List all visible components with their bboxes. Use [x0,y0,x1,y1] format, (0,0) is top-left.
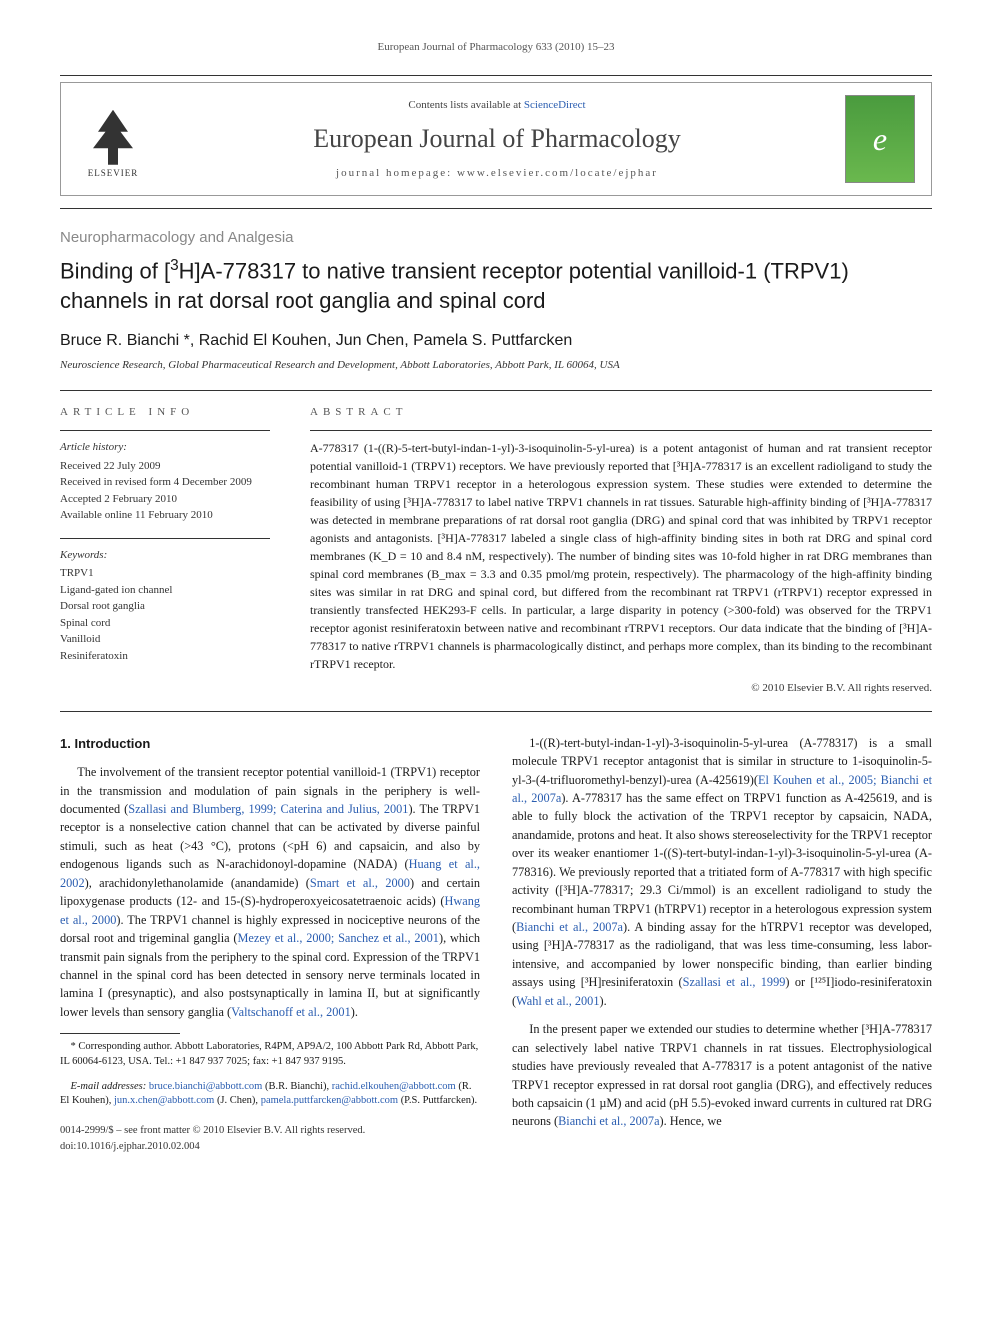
footnote-separator [60,1033,180,1034]
elsevier-logo: ELSEVIER [77,99,149,179]
title-superscript: 3 [170,257,179,274]
keyword-item: Vanilloid [60,631,270,648]
footnote-corr-author: * Corresponding author. Abbott Laborator… [60,1040,480,1069]
article-section-label: Neuropharmacology and Analgesia [60,227,932,248]
history-item: Available online 11 February 2010 [60,507,270,524]
divider-rule [60,390,932,391]
cite-link[interactable]: Bianchi et al., 2007a [558,1114,659,1128]
journal-cover-thumb: e [845,95,915,183]
sciencedirect-link[interactable]: ScienceDirect [524,99,586,111]
keywords-block: Keywords: TRPV1 Ligand-gated ion channel… [60,547,270,665]
journal-homepage: journal homepage: www.elsevier.com/locat… [161,166,833,181]
cite-link[interactable]: Szallasi and Blumberg, 1999; Caterina an… [128,802,408,816]
email-link[interactable]: pamela.puttfarcken@abbott.com [261,1095,398,1106]
intro-para-1: The involvement of the transient recepto… [60,763,480,1021]
cite-link[interactable]: Bianchi et al., 2007a [516,920,623,934]
intro-para-3: In the present paper we extended our stu… [512,1020,932,1131]
footnote-emails: E-mail addresses: bruce.bianchi@abbott.c… [60,1080,480,1109]
keyword-item: Resiniferatoxin [60,648,270,665]
keyword-item: TRPV1 [60,565,270,582]
running-head: European Journal of Pharmacology 633 (20… [60,40,932,55]
abstract-heading: ABSTRACT [310,405,932,420]
title-part-2: H]A-778317 to native transient receptor … [60,259,849,314]
intro-heading: 1. Introduction [60,734,480,754]
keyword-item: Spinal cord [60,615,270,632]
contents-available-line: Contents lists available at ScienceDirec… [161,98,833,113]
article-info-column: ARTICLE INFO Article history: Received 2… [60,405,270,697]
email-link[interactable]: rachid.elkouhen@abbott.com [332,1081,456,1092]
body-two-column: 1. Introduction The involvement of the t… [60,734,932,1155]
cite-link[interactable]: Wahl et al., 2001 [516,994,599,1008]
publisher-name: ELSEVIER [88,167,139,180]
history-item: Accepted 2 February 2010 [60,491,270,508]
doi-line: doi:10.1016/j.ejphar.2010.02.004 [60,1139,480,1155]
article-info-heading: ARTICLE INFO [60,405,270,420]
article-title: Binding of [3H]A-778317 to native transi… [60,256,932,316]
cover-letter-icon: e [873,117,887,162]
keywords-label: Keywords: [60,547,270,564]
history-item: Received in revised form 4 December 2009 [60,474,270,491]
header-rule [60,75,932,76]
header-rule-2 [60,208,932,209]
cite-link[interactable]: Mezey et al., 2000; Sanchez et al., 2001 [237,931,438,945]
keyword-item: Dorsal root ganglia [60,598,270,615]
abstract-copyright: © 2010 Elsevier B.V. All rights reserved… [310,681,932,696]
history-label: Article history: [60,439,270,456]
cite-link[interactable]: Szallasi et al., 1999 [683,975,786,989]
affiliation: Neuroscience Research, Global Pharmaceut… [60,358,932,373]
journal-title: European Journal of Pharmacology [161,121,833,157]
journal-header-box: ELSEVIER Contents lists available at Sci… [60,82,932,196]
email-link[interactable]: jun.x.chen@abbott.com [114,1095,214,1106]
cite-link[interactable]: Valtschanoff et al., 2001 [231,1005,351,1019]
email-link[interactable]: bruce.bianchi@abbott.com [149,1081,262,1092]
elsevier-tree-icon [88,110,138,165]
abstract-text: A-778317 (1-((R)-5-tert-butyl-indan-1-yl… [310,439,932,673]
info-rule-2 [60,538,270,539]
abstract-rule [310,430,932,431]
abstract-column: ABSTRACT A-778317 (1-((R)-5-tert-butyl-i… [310,405,932,697]
cite-link[interactable]: Smart et al., 2000 [310,876,410,890]
divider-rule-2 [60,711,932,712]
intro-para-2: 1-((R)-tert-butyl-indan-1-yl)-3-isoquino… [512,734,932,1011]
contents-prefix: Contents lists available at [408,99,523,111]
title-part-1: Binding of [ [60,259,170,284]
issn-line: 0014-2999/$ – see front matter © 2010 El… [60,1123,480,1139]
info-rule [60,430,270,431]
article-history-block: Article history: Received 22 July 2009 R… [60,439,270,524]
author-list: Bruce R. Bianchi *, Rachid El Kouhen, Ju… [60,330,932,352]
keyword-item: Ligand-gated ion channel [60,582,270,599]
history-item: Received 22 July 2009 [60,458,270,475]
